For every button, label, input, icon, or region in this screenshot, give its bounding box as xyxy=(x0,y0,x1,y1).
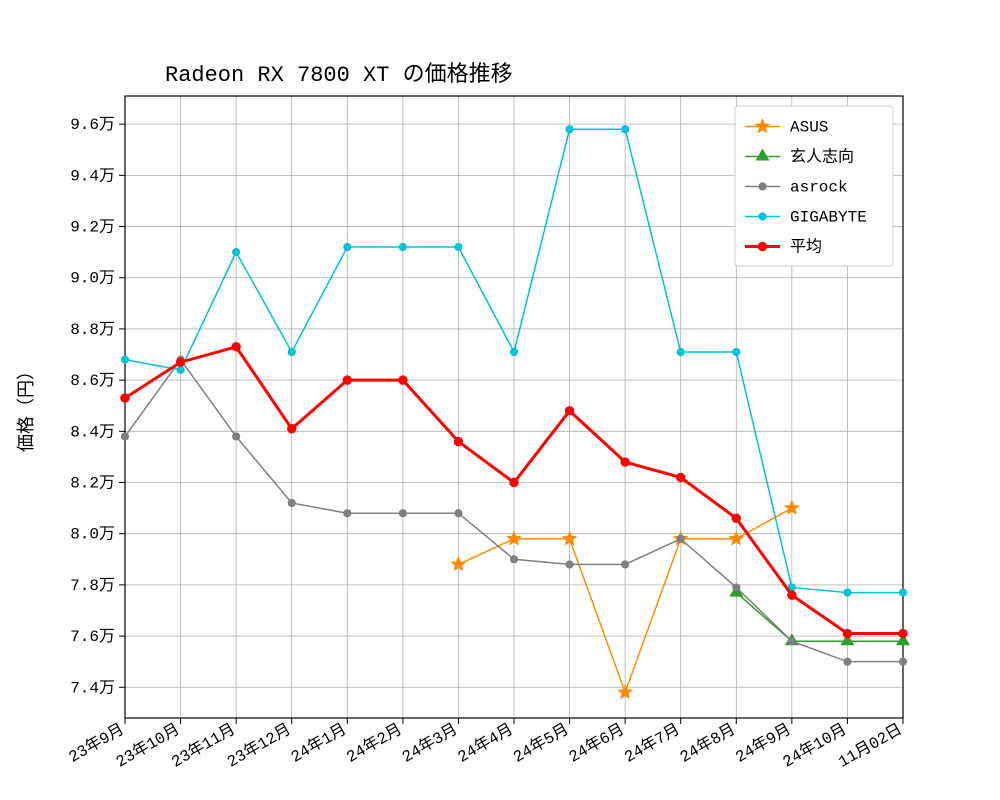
x-tick-label: 24年1月 xyxy=(288,720,350,767)
x-tick-label: 24年3月 xyxy=(399,720,461,767)
x-tick-label: 24年2月 xyxy=(343,720,405,767)
y-tick-label: 8.0万 xyxy=(70,526,115,544)
y-tick-label: 8.4万 xyxy=(70,423,115,441)
legend-label: GIGABYTE xyxy=(790,209,867,227)
y-tick-label: 7.6万 xyxy=(70,628,115,646)
y-axis-label: 価格（円） xyxy=(16,362,38,452)
legend-label: ASUS xyxy=(790,119,828,137)
chart-container: 7.4万 7.6万 7.8万 8.0万 8.2万 8.4万 8.6万 8.8万 9.0万 9.2万… xyxy=(0,0,1000,800)
x-tick-label: 24年4月 xyxy=(454,720,516,767)
y-tick-label: 8.6万 xyxy=(70,372,115,390)
y-tick-label: 9.4万 xyxy=(70,167,115,185)
y-tick-label: 7.4万 xyxy=(70,679,115,697)
chart-title: Radeon RX 7800 XT の価格推移 xyxy=(165,62,513,88)
legend-label: asrock xyxy=(790,179,848,197)
y-tick-label: 9.2万 xyxy=(70,219,115,237)
y-tick-label: 7.8万 xyxy=(70,577,115,595)
x-tick-label: 11月02日 xyxy=(836,721,906,772)
x-tick-label: 23年12月 xyxy=(224,720,294,772)
x-tick-label: 24年8月 xyxy=(677,720,739,767)
legend-label: 玄人志向 xyxy=(790,148,854,167)
y-tick-label: 9.6万 xyxy=(70,116,115,134)
x-tick-label: 24年5月 xyxy=(510,720,572,767)
line-chart: 7.4万 7.6万 7.8万 8.0万 8.2万 8.4万 8.6万 8.8万 9.0万 9.2万… xyxy=(0,0,1000,800)
x-tick-label: 24年6月 xyxy=(565,720,627,767)
legend-label: 平均 xyxy=(790,238,822,257)
y-tick-label: 9.0万 xyxy=(70,270,115,288)
y-tick-label: 8.2万 xyxy=(70,475,115,493)
x-tick-label: 24年7月 xyxy=(621,720,683,767)
legend: ASUS 玄人志向 asrock GIGABYTE 平均 xyxy=(735,106,893,266)
y-tick-label: 8.8万 xyxy=(70,321,115,339)
